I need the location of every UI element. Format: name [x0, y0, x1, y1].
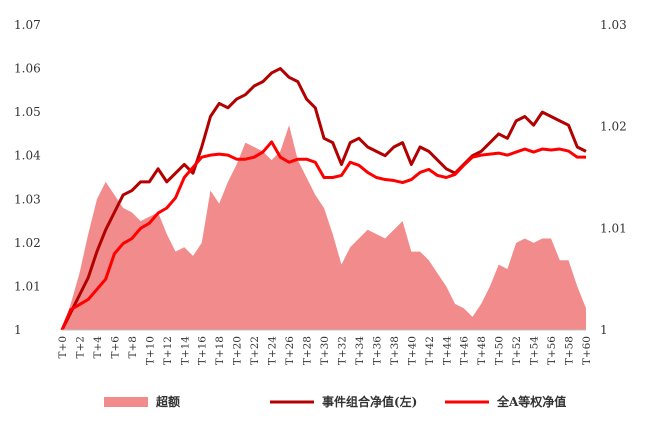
x-tick-label: T+20 [232, 336, 244, 365]
y-left-tick-label: 1.04 [14, 149, 41, 163]
legend-label: 全A等权净值 [496, 394, 566, 409]
x-tick-label: T+28 [302, 336, 314, 365]
x-tick-label: T+38 [389, 336, 401, 365]
x-tick-label: T+14 [179, 336, 191, 365]
area-layer [62, 125, 586, 331]
x-tick-label: T+46 [459, 336, 471, 365]
x-tick-label: T+32 [336, 336, 348, 365]
y-left-tick-label: 1.01 [14, 279, 41, 293]
x-tick-label: T+8 [127, 336, 139, 358]
y-left-tick-label: 1 [14, 323, 22, 337]
y-right-tick-label: 1.01 [600, 221, 627, 235]
series-line-all-a-equal-weight [60, 140, 586, 331]
x-tick-label: T+58 [564, 336, 576, 365]
y-left-tick-label: 1.03 [14, 192, 41, 206]
y-left-tick-label: 1.07 [14, 18, 41, 32]
x-tick-label: T+44 [441, 336, 453, 365]
series-line-event-portfolio [60, 67, 587, 331]
x-tick-label: T+6 [109, 336, 121, 359]
x-tick-label: T+50 [494, 336, 506, 365]
x-tick-label: T+42 [424, 336, 436, 365]
x-tick-label: T+56 [546, 336, 558, 365]
x-tick-label: T+4 [92, 336, 104, 359]
x-tick-label: T+48 [476, 336, 488, 365]
y-right-tick-label: 1.02 [600, 120, 627, 134]
x-tick-label: T+30 [319, 336, 331, 365]
legend: 超额 事件组合净值(左) 全A等权净值 [104, 394, 566, 409]
series-area-excess [62, 125, 586, 331]
x-tick-label: T+22 [249, 336, 261, 365]
legend-label: 事件组合净值(左) [322, 394, 417, 409]
legend-label: 超额 [155, 394, 180, 409]
x-tick-label: T+52 [511, 336, 523, 365]
x-tick-label: T+12 [162, 336, 174, 365]
x-tick-label: T+26 [284, 336, 296, 365]
axis-layer: 1 1.01 1.02 1.03 1.04 1.05 1.06 1.07 1 1.01 1.02 1.… [14, 18, 627, 365]
y-left-tick-label: 1.05 [14, 105, 41, 119]
x-tick-label: T+60 [581, 336, 593, 365]
x-tick-label: T+10 [144, 336, 156, 365]
y-left-tick-label: 1.06 [14, 62, 41, 76]
x-tick-label: T+16 [197, 336, 209, 365]
legend-swatch-area [104, 397, 148, 407]
x-tick-label: T+24 [267, 336, 279, 365]
x-tick-label: T+54 [529, 336, 541, 365]
y-left-tick-label: 1.02 [14, 236, 41, 250]
x-tick-label: T+36 [371, 336, 383, 365]
x-tick-label: T+2 [74, 336, 86, 358]
x-tick-label: T+34 [354, 336, 366, 365]
line-layer [60, 67, 587, 331]
x-tick-label: T+40 [406, 336, 418, 365]
y-right-tick-label: 1 [600, 323, 608, 337]
x-tick-label: T+0 [57, 336, 69, 358]
y-right-tick-label: 1.03 [600, 18, 627, 32]
x-tick-label: T+18 [214, 336, 226, 365]
